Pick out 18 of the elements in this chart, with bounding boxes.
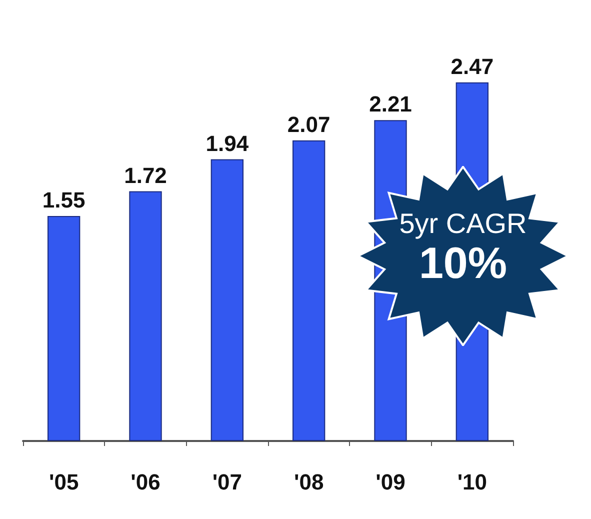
data-label: 2.21	[369, 92, 412, 117]
x-tick-label: '07	[212, 470, 242, 494]
annotation: 10%	[418, 239, 508, 288]
annotation: 5yr CAGR	[398, 208, 528, 240]
x-tick-label: '09	[376, 470, 406, 494]
x-tick-label: '05	[48, 470, 79, 494]
bar	[210, 159, 244, 441]
data-label: 1.55	[42, 187, 86, 212]
bar	[129, 191, 162, 441]
bar	[48, 216, 80, 441]
x-tick-label: '10	[457, 470, 488, 494]
data-label: 2.47	[450, 54, 494, 79]
data-label: 2.07	[287, 112, 330, 137]
x-tick-label: '08	[294, 470, 324, 494]
bar	[292, 140, 326, 441]
x-tick-label: '06	[130, 470, 160, 494]
data-label: 1.94	[206, 130, 250, 156]
data-label: 1.72	[124, 162, 167, 188]
